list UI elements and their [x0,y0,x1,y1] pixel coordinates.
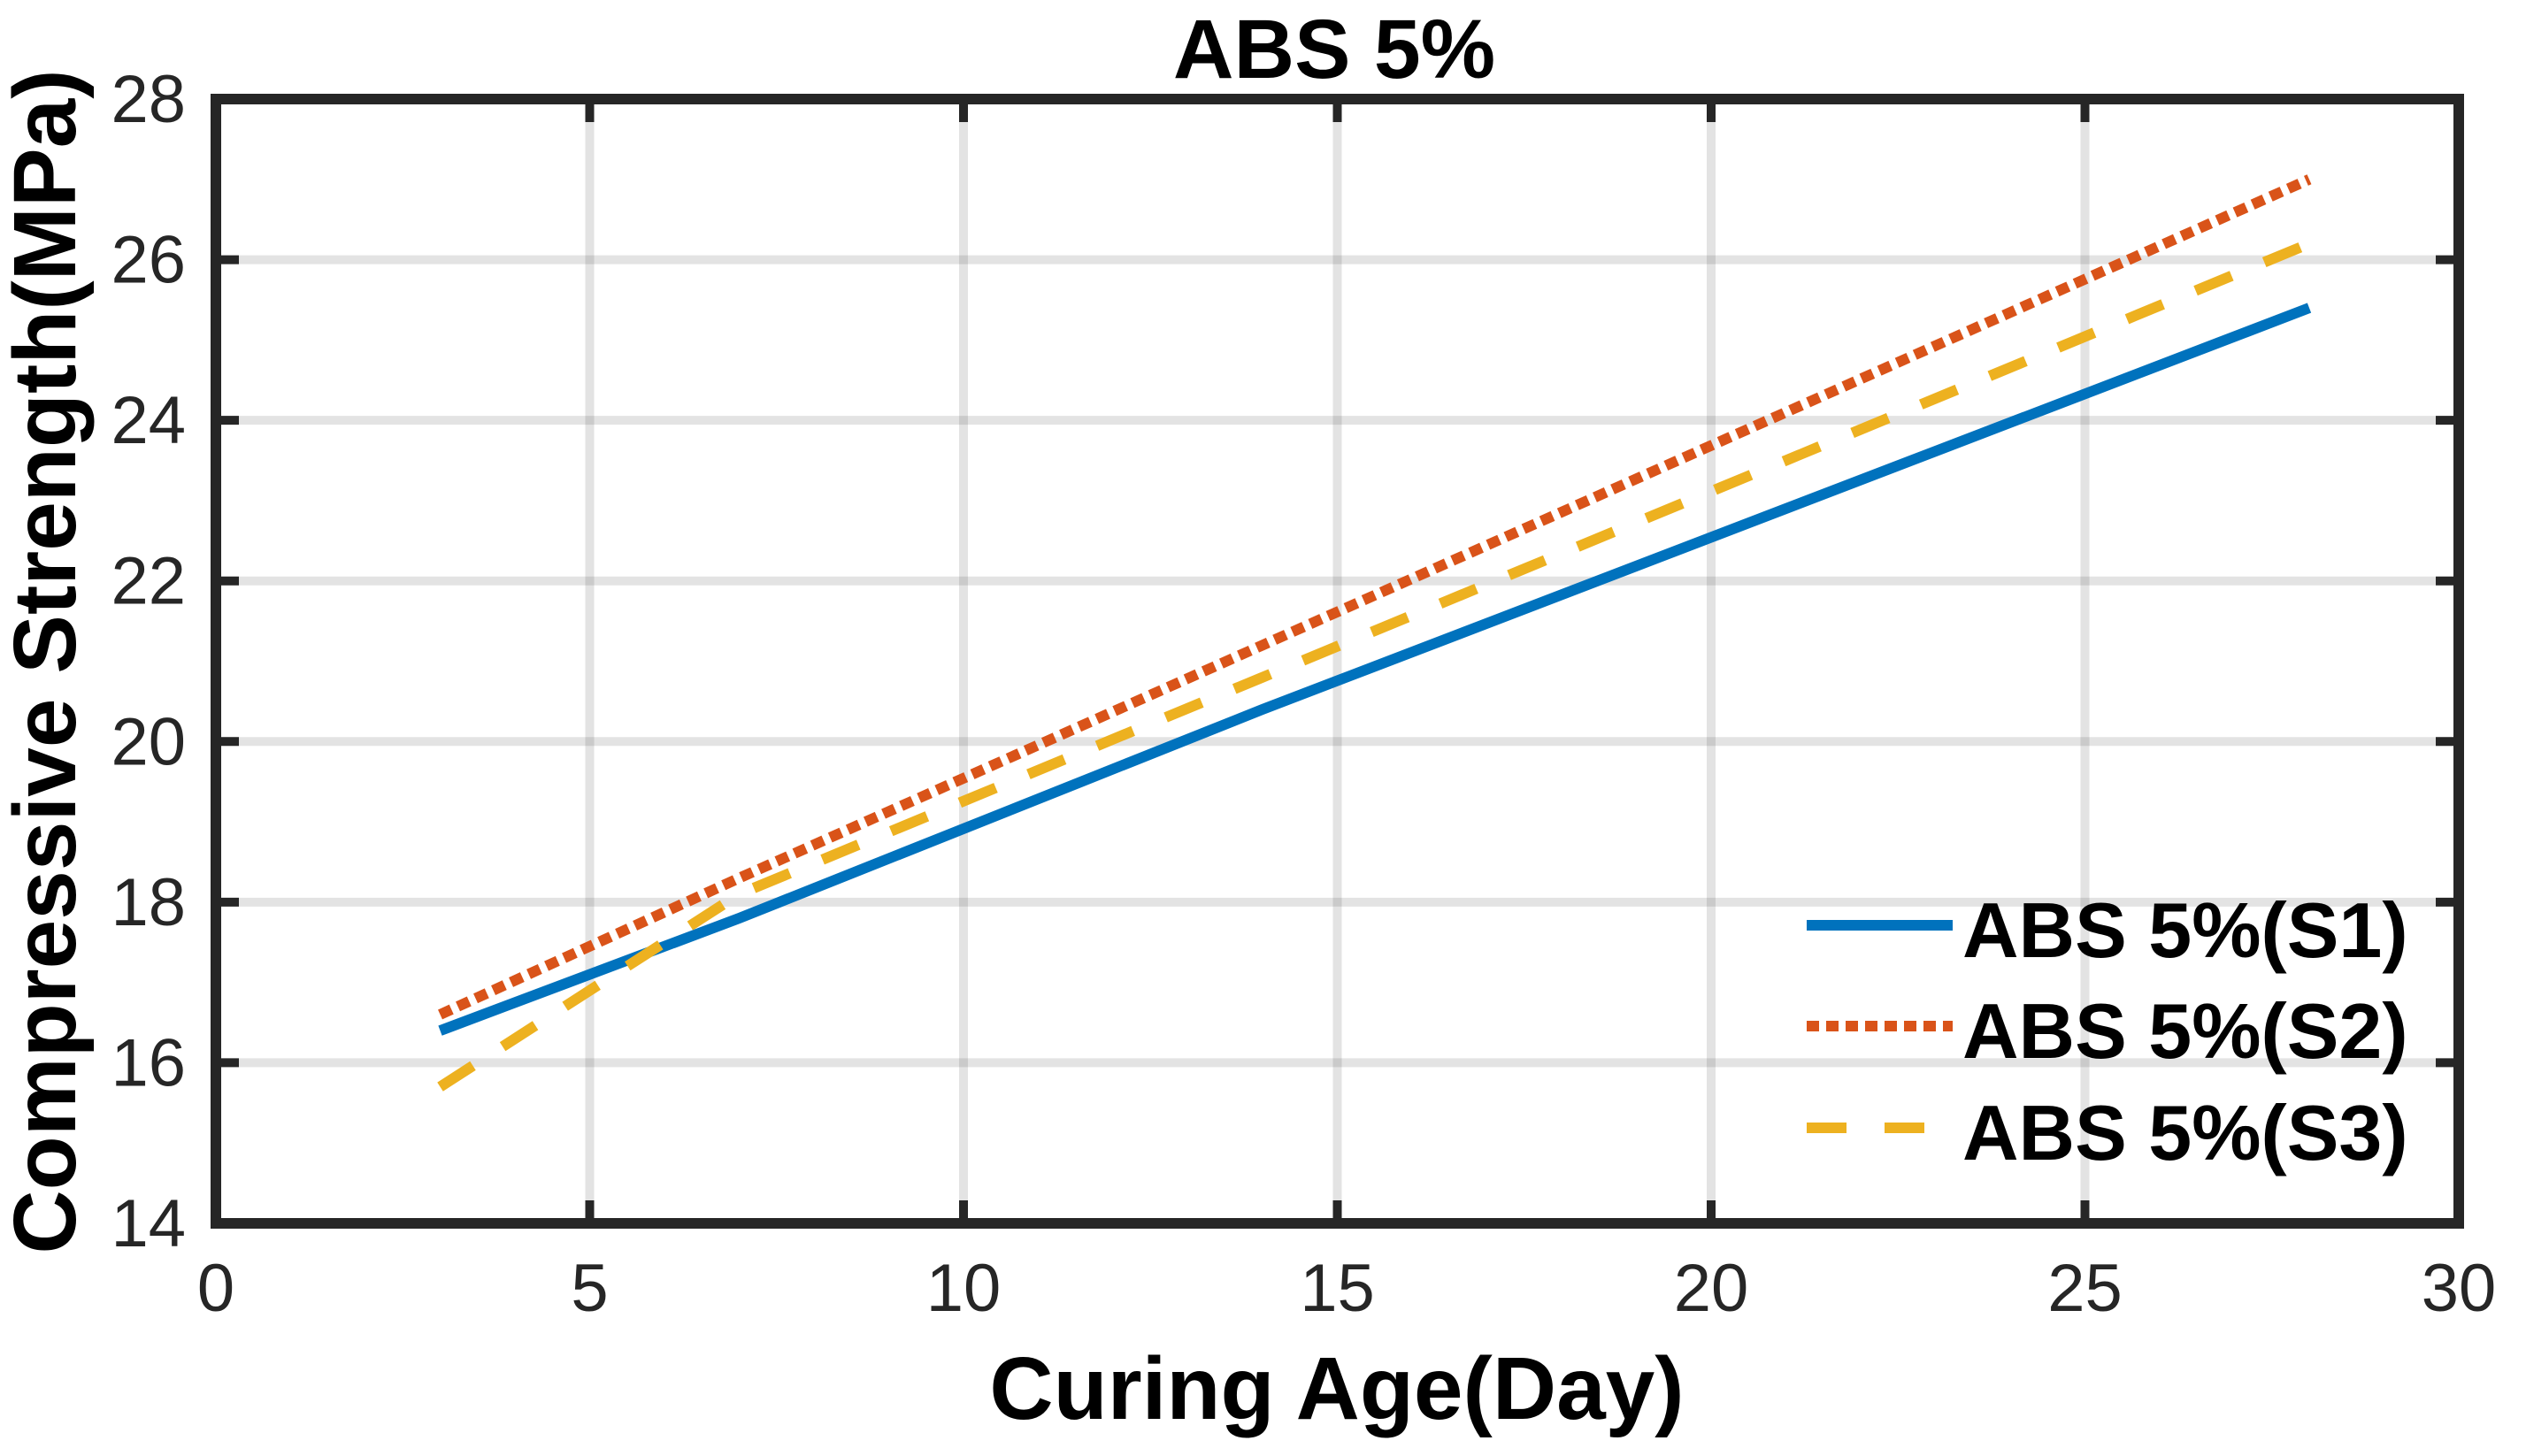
x-tick-label: 10 [926,1251,1002,1326]
x-tick-labels: 0 5 10 15 20 25 30 [197,1251,2496,1326]
y-tick-label: 28 [111,62,186,137]
y-tick-label: 22 [111,544,186,619]
series-lines [437,174,2312,1092]
chart-title: ABS 5% [1173,3,1495,96]
y-tick-label: 20 [111,704,186,779]
y-tick-label: 14 [111,1186,186,1261]
y-tick-label: 26 [111,223,186,298]
x-axis-label: Curing Age(Day) [989,1339,1684,1438]
y-tick-label: 16 [111,1025,186,1100]
y-tick-labels: 14 16 18 20 22 24 26 28 [111,62,186,1261]
y-axis-label: Compressive Strength(MPa) [0,69,95,1253]
axis-ticks [211,95,2463,1228]
x-tick-label: 5 [571,1251,608,1326]
series-line-3-dashed [437,238,2312,1092]
gridlines [216,99,2459,1223]
y-tick-label: 18 [111,865,186,940]
x-tick-label: 15 [1300,1251,1375,1326]
x-tick-label: 25 [2047,1251,2123,1326]
series-line-2-dotted [438,174,2312,1020]
legend-label: ABS 5%(S3) [1962,1089,2408,1176]
legend-label: ABS 5%(S2) [1962,987,2408,1075]
legend: ABS 5%(S1) ABS 5%(S2) ABS 5%(S3) [1807,886,2408,1176]
x-tick-label: 30 [2422,1251,2497,1326]
legend-label: ABS 5%(S1) [1962,886,2408,974]
y-tick-label: 24 [111,383,186,458]
x-tick-label: 0 [197,1251,234,1326]
x-tick-label: 20 [1674,1251,1749,1326]
